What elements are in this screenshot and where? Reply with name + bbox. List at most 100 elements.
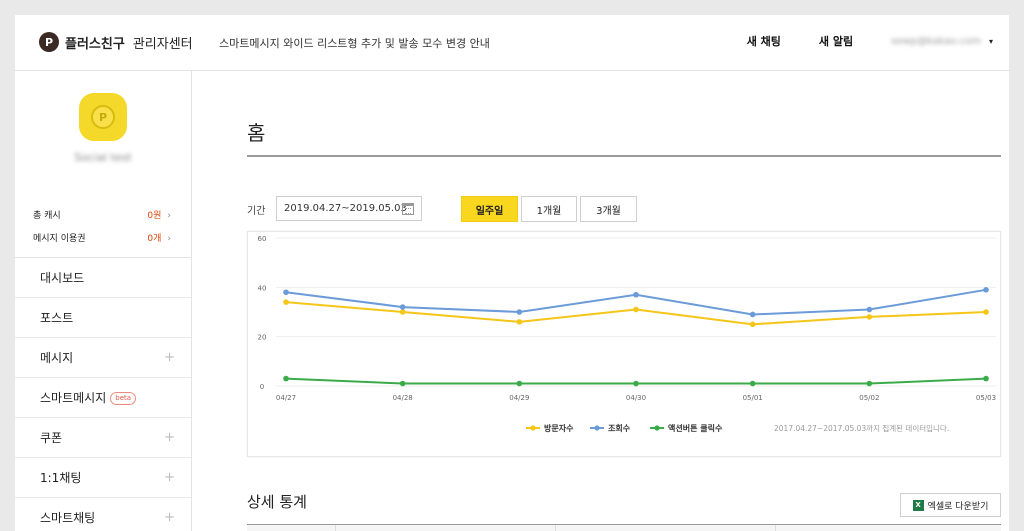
data-point	[399, 309, 406, 315]
legend-marker	[530, 425, 536, 431]
data-point	[516, 380, 523, 387]
account-dropdown-icon[interactable]: ▾	[988, 36, 993, 46]
excel-download-button[interactable]: X 엑셀로 다운받기	[900, 493, 1001, 517]
expand-plus-icon[interactable]: +	[164, 430, 175, 445]
profile-panel: P Social test 총 캐시 0원 › 메시지 이용권 0개 ›	[15, 71, 191, 258]
data-point	[633, 380, 639, 387]
main-content: 홈 기간 2019.04.27~2019.05.03 일주일 1개월 3개월 0…	[192, 71, 1009, 531]
brand-name: 플러스친구	[65, 36, 125, 52]
stats-chart: 0 20 40 60 04/27 04/28 04/29 04/30 05/01 05/02 05/…	[247, 231, 1001, 457]
sidebar-item-chat[interactable]: 1:1채팅 +	[15, 458, 191, 498]
sidebar-item-label: 스마트채팅	[40, 511, 96, 525]
data-point	[516, 309, 523, 315]
sidebar-item-dashboard[interactable]: 대시보드	[15, 258, 191, 298]
cash-value: 0원	[147, 211, 162, 221]
y-tick-label: 20	[258, 334, 267, 342]
data-point	[633, 291, 639, 298]
plusfriend-logo-icon: P	[39, 32, 59, 52]
legend-label: 조회수	[608, 423, 631, 433]
data-point	[516, 319, 523, 325]
data-point	[283, 289, 289, 296]
sidebar-item-message[interactable]: 메시지 +	[15, 338, 191, 378]
data-point	[749, 311, 756, 318]
period-label: 기간	[247, 206, 266, 217]
sidebar-item-label: 대시보드	[40, 271, 85, 285]
chevron-right-icon: ›	[167, 211, 171, 221]
x-tick-label: 04/27	[276, 394, 296, 402]
data-point	[866, 306, 873, 313]
period-week-button[interactable]: 일주일	[461, 196, 518, 222]
sidebar-item-post[interactable]: 포스트	[15, 298, 191, 338]
x-tick-label: 04/29	[509, 394, 529, 402]
message-ticket-stat[interactable]: 메시지 이용권 0개 ›	[33, 231, 171, 244]
y-tick-label: 40	[258, 284, 267, 292]
legend-marker	[654, 425, 660, 431]
x-tick-label: 05/02	[859, 394, 879, 402]
expand-plus-icon[interactable]: +	[164, 470, 175, 485]
message-ticket-label: 메시지 이용권	[33, 234, 86, 244]
line-chart-svg: 0 20 40 60 04/27 04/28 04/29 04/30 05/01 05/02 05/…	[258, 235, 997, 433]
legend-label: 액션버튼 클릭수	[668, 423, 723, 433]
sidebar-item-coupon[interactable]: 쿠폰 +	[15, 418, 191, 458]
message-ticket-value: 0개	[147, 234, 162, 244]
period-1month-button[interactable]: 1개월	[521, 196, 577, 222]
chart-note: 2017.04.27~2017.05.03까지 집계된 데이터입니다.	[774, 423, 949, 433]
excel-download-label: 엑셀로 다운받기	[927, 501, 989, 512]
sidebar-item-smart-chat[interactable]: 스마트채팅 +	[15, 498, 191, 531]
x-tick-label: 04/30	[626, 394, 646, 402]
expand-plus-icon[interactable]: +	[164, 510, 175, 525]
new-chat-link[interactable]: 새 채팅	[746, 35, 781, 48]
data-point	[749, 321, 756, 328]
app-frame: P 플러스친구 관리자센터 스마트메시지 와이드 리스트형 추가 및 발송 모수…	[15, 15, 1009, 531]
legend-label: 방문자수	[544, 423, 574, 433]
sidebar-item-label: 메시지	[40, 351, 74, 365]
data-point	[399, 304, 406, 310]
sidebar-item-smart-message[interactable]: 스마트메시지 beta	[15, 378, 191, 418]
sidebar-item-label: 포스트	[40, 311, 74, 325]
expand-plus-icon[interactable]: +	[164, 350, 175, 365]
account-email[interactable]: sewp@kakao.com	[891, 35, 981, 47]
data-point	[749, 380, 756, 387]
excel-icon: X	[912, 499, 924, 511]
y-tick-label: 60	[258, 235, 267, 243]
x-tick-label: 05/01	[743, 394, 763, 402]
new-alert-link[interactable]: 새 알림	[818, 35, 854, 48]
period-3month-button[interactable]: 3개월	[580, 196, 637, 222]
top-header: P 플러스친구 관리자센터 스마트메시지 와이드 리스트형 추가 및 발송 모수…	[15, 15, 1009, 71]
avatar[interactable]: P	[79, 93, 127, 141]
date-range-value: 2019.04.27~2019.05.03	[284, 203, 407, 214]
data-point	[866, 314, 873, 320]
sidebar: P Social test 총 캐시 0원 › 메시지 이용권 0개 › 대시보드 …	[15, 71, 192, 531]
data-point	[983, 287, 989, 293]
page-title: 홈	[247, 121, 266, 145]
header-actions: 새 채팅 새 알림 sewp@kakao.com ▾	[747, 33, 993, 49]
x-tick-label: 04/28	[393, 394, 413, 402]
date-range-input[interactable]: 2019.04.27~2019.05.03	[276, 196, 422, 221]
data-point	[983, 375, 989, 382]
y-tick-label: 0	[260, 383, 264, 391]
brand-subtitle: 관리자센터	[132, 36, 193, 52]
stats-table-header	[247, 524, 1001, 531]
chevron-right-icon: ›	[167, 234, 171, 244]
data-point	[283, 375, 289, 382]
sidebar-item-label: 쿠폰	[40, 431, 63, 445]
x-tick-label: 05/03	[976, 394, 996, 402]
profile-name: Social test	[74, 151, 132, 164]
cash-stat[interactable]: 총 캐시 0원 ›	[33, 208, 171, 221]
plusfriend-avatar-icon: P	[91, 105, 115, 129]
brand-logo[interactable]: P 플러스친구 관리자센터	[39, 32, 193, 52]
sidebar-item-label: 1:1채팅	[40, 471, 82, 485]
data-point	[283, 299, 289, 305]
cash-label: 총 캐시	[33, 211, 61, 221]
data-point	[983, 309, 989, 315]
calendar-icon[interactable]	[402, 203, 414, 215]
data-point	[866, 380, 873, 387]
beta-badge: beta	[110, 392, 137, 405]
sidebar-item-label: 스마트메시지	[40, 391, 107, 405]
data-point	[633, 306, 639, 313]
legend-marker	[594, 425, 600, 431]
notice-link[interactable]: 스마트메시지 와이드 리스트형 추가 및 발송 모수 변경 안내	[219, 37, 490, 50]
detail-stats-title: 상세 통계	[247, 493, 307, 511]
data-point	[399, 380, 406, 387]
title-divider	[247, 155, 1001, 157]
